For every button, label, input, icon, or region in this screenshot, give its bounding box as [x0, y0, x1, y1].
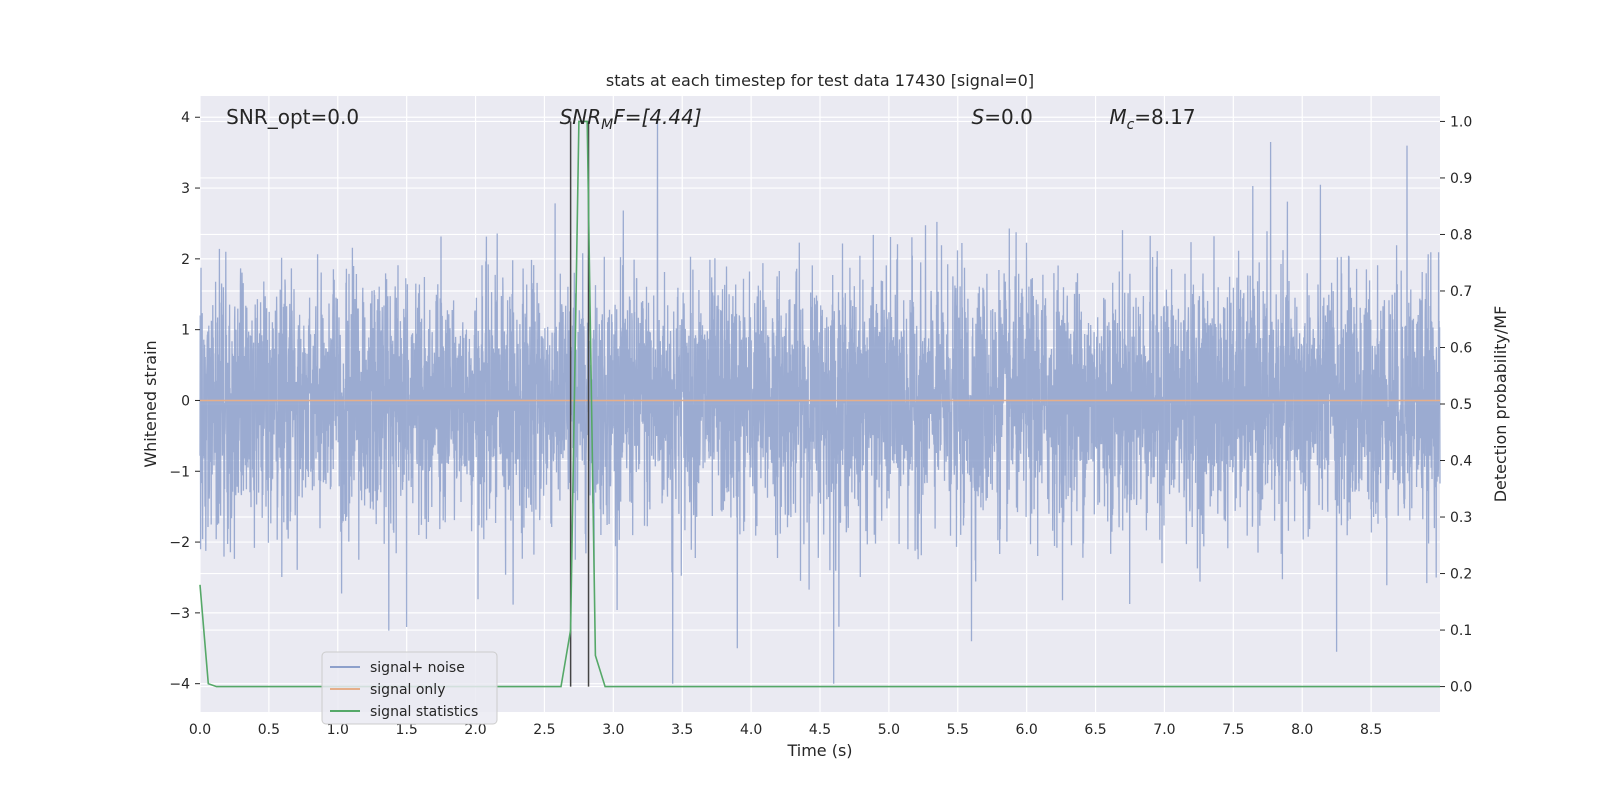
x-tick-label: 5.0	[878, 722, 900, 738]
y-left-tick-label: −4	[169, 677, 190, 693]
legend-label: signal+ noise	[370, 660, 465, 676]
series-signal-statistics-line	[199, 120, 1440, 688]
y-right-tick-label: 0.2	[1450, 567, 1472, 583]
x-tick-label: 4.5	[809, 722, 831, 738]
y-left-tick-label: −2	[169, 535, 190, 551]
y-right-tick-label: 0.6	[1450, 340, 1472, 356]
x-tick-label: 2.0	[464, 722, 486, 738]
annotation-text: SNR_opt=0.0	[226, 105, 359, 129]
series-signal-noise-line	[199, 117, 1441, 684]
y-right-tick-label: 0.8	[1450, 227, 1472, 243]
x-tick-label: 0.0	[189, 722, 211, 738]
x-tick-label: 8.5	[1360, 722, 1382, 738]
x-tick-label: 5.5	[947, 722, 969, 738]
y-left-tick-label: 1	[181, 323, 190, 339]
y-right-tick-label: 0.4	[1450, 454, 1472, 470]
y-right-tick-label: 0.7	[1450, 284, 1472, 300]
x-tick-label: 6.0	[1016, 722, 1038, 738]
x-tick-label: 1.0	[327, 722, 349, 738]
x-tick-label: 3.0	[602, 722, 624, 738]
annotation-text: Mc=8.17	[1109, 105, 1195, 133]
y-right-tick-label: 0.9	[1450, 171, 1472, 187]
y-right-tick-label: 0.5	[1450, 397, 1472, 413]
y-right-tick-label: 0.0	[1450, 680, 1472, 696]
y-left-axis-label: Whitened strain	[141, 340, 160, 467]
y-left-tick-label: 0	[181, 393, 190, 409]
y-left-tick-label: 4	[181, 110, 190, 126]
y-left-tick-label: 2	[181, 252, 190, 268]
y-right-tick-label: 0.3	[1450, 510, 1472, 526]
x-tick-label: 7.5	[1222, 722, 1244, 738]
y-right-tick-label: 1.0	[1450, 114, 1472, 130]
x-axis-label: Time (s)	[786, 741, 852, 760]
y-left-tick-label: −3	[169, 606, 190, 622]
annotation-text: SNRMF=[4.44]	[560, 105, 702, 133]
x-tick-label: 6.5	[1084, 722, 1106, 738]
x-tick-label: 7.0	[1153, 722, 1175, 738]
annotation-text: S=0.0	[972, 105, 1033, 129]
x-tick-label: 0.5	[258, 722, 280, 738]
y-right-tick-label: 0.1	[1450, 623, 1472, 639]
y-left-tick-label: 3	[181, 181, 190, 197]
y-left-tick-label: −1	[169, 464, 190, 480]
chart-title: stats at each timestep for test data 174…	[606, 71, 1034, 90]
x-tick-label: 8.0	[1291, 722, 1313, 738]
legend-label: signal only	[370, 682, 445, 698]
x-tick-label: 4.0	[740, 722, 762, 738]
y-right-axis-label: Detection probability/MF	[1491, 306, 1510, 503]
legend-label: signal statistics	[370, 704, 478, 720]
x-tick-label: 3.5	[671, 722, 693, 738]
x-tick-label: 1.5	[396, 722, 418, 738]
x-tick-label: 2.5	[533, 722, 555, 738]
legend-box	[321, 651, 498, 725]
